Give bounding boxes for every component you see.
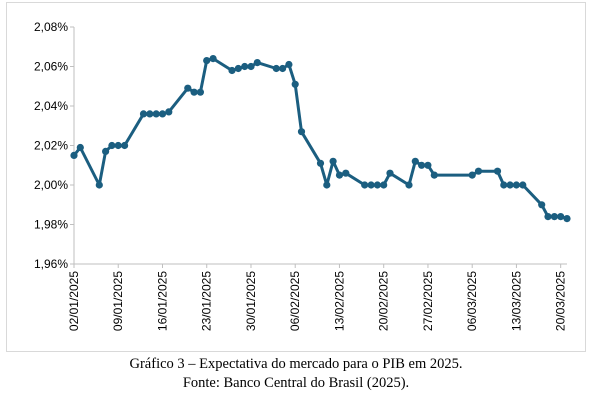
data-point <box>297 128 306 136</box>
data-point <box>285 60 293 69</box>
data-point <box>139 110 148 118</box>
data-point <box>563 215 571 223</box>
x-tick-label: 13/02/2025 <box>332 271 346 331</box>
data-point <box>361 181 369 189</box>
data-point <box>247 62 255 71</box>
data-point <box>506 181 514 189</box>
data-point <box>95 181 103 189</box>
data-point <box>323 181 331 189</box>
x-tick-label: 06/03/2025 <box>465 271 479 331</box>
data-point <box>253 59 261 67</box>
data-point <box>474 167 483 175</box>
y-tick-label: 2,02% <box>34 139 68 153</box>
data-point <box>500 181 508 189</box>
data-point <box>291 80 299 88</box>
data-point <box>146 110 154 118</box>
y-tick-label: 1,96% <box>34 257 68 271</box>
y-tick-label: 2,00% <box>34 178 68 192</box>
data-point <box>519 181 527 189</box>
data-point <box>241 62 249 71</box>
data-point <box>512 181 520 189</box>
data-point <box>114 141 122 150</box>
data-point <box>373 181 381 189</box>
data-point <box>544 213 552 221</box>
data-point <box>209 55 217 63</box>
data-point <box>108 141 116 150</box>
data-point <box>335 171 344 179</box>
data-point <box>550 213 559 221</box>
y-tick-label: 2,04% <box>34 99 68 113</box>
chart-frame: 1,96% 1,98% 2,00% 2,02% 2,04% 2,06% 2,08% 02/0… <box>6 2 586 352</box>
data-point <box>165 108 173 116</box>
data-point <box>184 84 192 92</box>
x-tick-label: 20/03/2025 <box>554 271 568 331</box>
data-point <box>70 151 78 159</box>
series-line <box>72 57 569 221</box>
x-tick-label: 30/01/2025 <box>244 271 258 331</box>
data-point <box>329 157 337 165</box>
data-point <box>279 64 287 73</box>
y-tick-label: 2,06% <box>34 60 68 74</box>
y-tick-labels: 1,96% 1,98% 2,00% 2,02% 2,04% 2,06% 2,08% <box>34 20 68 271</box>
data-point <box>405 181 413 189</box>
x-tick-label: 20/02/2025 <box>377 271 391 331</box>
data-point <box>272 64 280 73</box>
data-point <box>76 143 84 152</box>
figure-caption: Gráfico 3 – Expectativa do mercado para … <box>129 356 463 372</box>
data-point <box>493 167 502 175</box>
figure-source: Fonte: Banco Central do Brasil (2025). <box>182 375 410 391</box>
data-point <box>380 181 388 189</box>
y-tick-label: 2,08% <box>34 20 68 34</box>
data-point <box>158 110 167 118</box>
x-tick-label: 16/01/2025 <box>155 271 169 331</box>
x-tick-label: 02/01/2025 <box>67 271 81 331</box>
data-point <box>557 213 565 221</box>
data-point <box>342 169 350 177</box>
data-point <box>468 171 476 179</box>
data-point <box>152 110 160 118</box>
data-point <box>190 88 198 96</box>
x-tick-label: 06/02/2025 <box>288 271 302 331</box>
data-point <box>228 66 236 75</box>
data-point <box>196 88 204 96</box>
data-point <box>234 64 242 73</box>
x-tick-label: 09/01/2025 <box>111 271 125 331</box>
y-tick-label: 1,98% <box>34 218 68 232</box>
data-point <box>121 141 129 150</box>
x-tick-label: 23/01/2025 <box>200 271 214 331</box>
series-points <box>70 55 571 223</box>
data-point <box>367 181 375 189</box>
axes <box>70 26 567 268</box>
data-point <box>102 147 110 155</box>
data-point <box>538 201 546 209</box>
data-point <box>411 157 419 165</box>
data-point <box>430 171 438 179</box>
series-line-path <box>72 57 569 221</box>
data-point <box>418 161 426 169</box>
data-point <box>316 159 325 167</box>
x-tick-label: 13/03/2025 <box>509 271 523 331</box>
data-point <box>203 57 211 65</box>
x-tick-labels: 02/01/2025 09/01/2025 16/01/2025 23/01/2025… <box>67 271 568 331</box>
x-tick-label: 27/02/2025 <box>421 271 435 331</box>
data-point <box>424 161 432 169</box>
data-point <box>386 169 394 177</box>
line-chart: 1,96% 1,98% 2,00% 2,02% 2,04% 2,06% 2,08% 02/0… <box>34 20 571 331</box>
